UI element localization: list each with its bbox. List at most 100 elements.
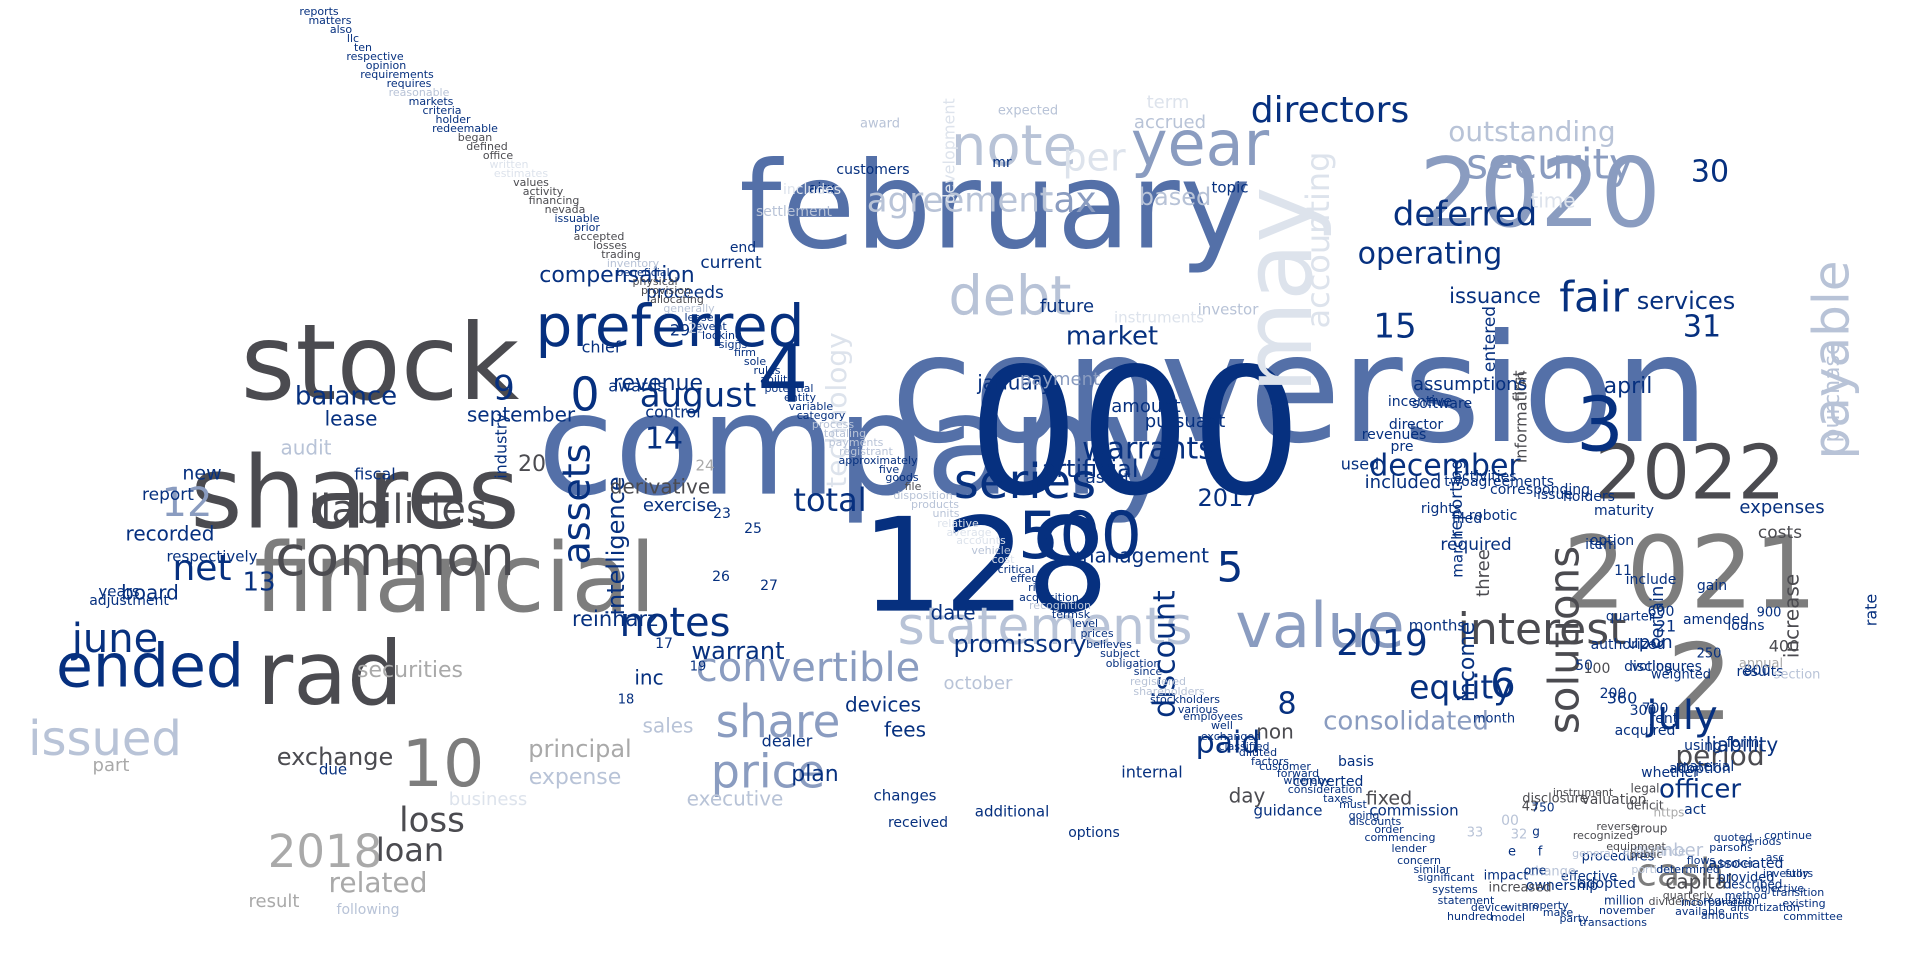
word-3: 3 [1576,381,1624,469]
word-2017: 2017 [1197,484,1258,512]
word-reporting: reporting [1447,459,1467,537]
word-goods: goods [885,471,918,484]
word-february: february [739,138,1251,277]
word-5: 5 [1217,543,1244,592]
word-firm: firm [734,346,756,359]
word-going: going [1349,809,1380,822]
word-development: development [940,98,959,204]
word-proceeds: proceeds [646,283,724,303]
word-17: 17 [655,636,673,652]
word-registrant: registrant [839,445,893,458]
word-0: 0 [570,368,599,422]
word-potential: potential [765,382,814,395]
word-29: 29 [670,321,690,340]
word-lease: lease [325,407,378,431]
word-securities: securities [357,658,463,683]
word-october: october [944,673,1013,694]
word-assets: assets [555,444,599,565]
word-lender: lender [1391,842,1427,855]
word-termsk: termsk [1052,608,1091,621]
word-section: section [1774,668,1821,683]
word-instrument: instrument [1553,786,1614,799]
word-purchase: purchase [1820,342,1845,443]
word-accrued: accrued [1134,112,1206,133]
word-report: report [142,485,194,505]
word-valuation: valuation [1581,792,1646,808]
word-trading: trading [601,248,641,261]
word-beneficial: beneficial [616,266,669,279]
word-options: options [1068,825,1120,841]
word-investors: investors [1763,867,1814,880]
word-existing: existing [1782,897,1825,910]
word-consolidated: consolidated [1323,707,1489,737]
word-holder: holder [435,113,471,126]
word-exercise: exercise [643,495,717,516]
word-19: 19 [690,660,707,675]
word-portion: portion [1631,863,1670,876]
word-equity: equity [1409,668,1513,707]
word-corresponding: corresponding [1490,482,1590,498]
word-using: using [1684,738,1722,754]
word-april: april [1604,374,1653,399]
word-intelligence: intelligence [602,476,630,615]
word-26: 26 [712,569,730,585]
word-fully: fully [1785,867,1809,880]
word-guidance: guidance [1254,802,1323,820]
word-note: note [951,114,1077,179]
word-future: future [1040,296,1094,317]
word-share: share [716,695,841,748]
word-12: 12 [162,480,213,526]
word-respective: respective [346,50,403,63]
word-increase: increase [1780,574,1804,658]
word-changes: changes [873,787,936,805]
word-100: 100 [1584,661,1611,677]
word-llc: llc [347,32,359,45]
word-available: available [1675,905,1725,918]
word-july: july [1645,693,1717,739]
word-company: company [537,365,1182,528]
word-directors: directors [1251,90,1410,131]
word-equipment: equipment [1606,840,1666,853]
word-property: property [1521,899,1569,912]
word-2019: 2019 [1336,623,1428,664]
word-must: must [1339,798,1367,811]
word-750: 750 [1532,801,1555,815]
word-adopted: adopted [1578,876,1636,892]
word-act: act [1684,802,1706,818]
word-additional: additional [975,803,1050,821]
word-quarterly: quarterly [1663,889,1714,902]
word-adjustment: adjustment [89,593,169,609]
word-believes: believes [1086,638,1132,651]
word-flows: flows [1687,854,1716,867]
word-2021: 2021 [1563,514,1818,631]
word-300: 300 [1630,703,1657,719]
word-criteria: criteria [422,104,461,117]
word-continue: continue [1764,829,1812,842]
word-written: written [490,158,529,171]
word-software: software [1412,396,1472,412]
word-option: option [1590,533,1634,549]
word-end: end [730,240,756,256]
word-2020: 2020 [1419,139,1661,249]
word-make: make [1543,906,1573,919]
word-adoption: adoption [1669,761,1731,777]
word-june: june [71,616,158,662]
word-25: 25 [744,521,762,537]
word-ownership: ownership [1526,878,1598,894]
word-30: 30 [1691,155,1729,190]
word-agreement: agreement [867,181,1053,221]
word-redeemable: redeemable [432,122,498,135]
word-00: 00 [1501,813,1519,829]
word-solutions: solutions [1540,546,1589,734]
word-series: series [954,454,1096,510]
word-registered: registered [1130,675,1186,688]
word-g: g [1532,825,1540,839]
word-basis: basis [1338,754,1374,770]
word-prior: prior [574,221,600,234]
word-hundred: hundred [1447,910,1493,923]
word-five: five [879,463,899,476]
word-voting: voting [1632,660,1673,675]
word-investor: investor [1198,301,1260,319]
word-security: security [1466,140,1634,189]
